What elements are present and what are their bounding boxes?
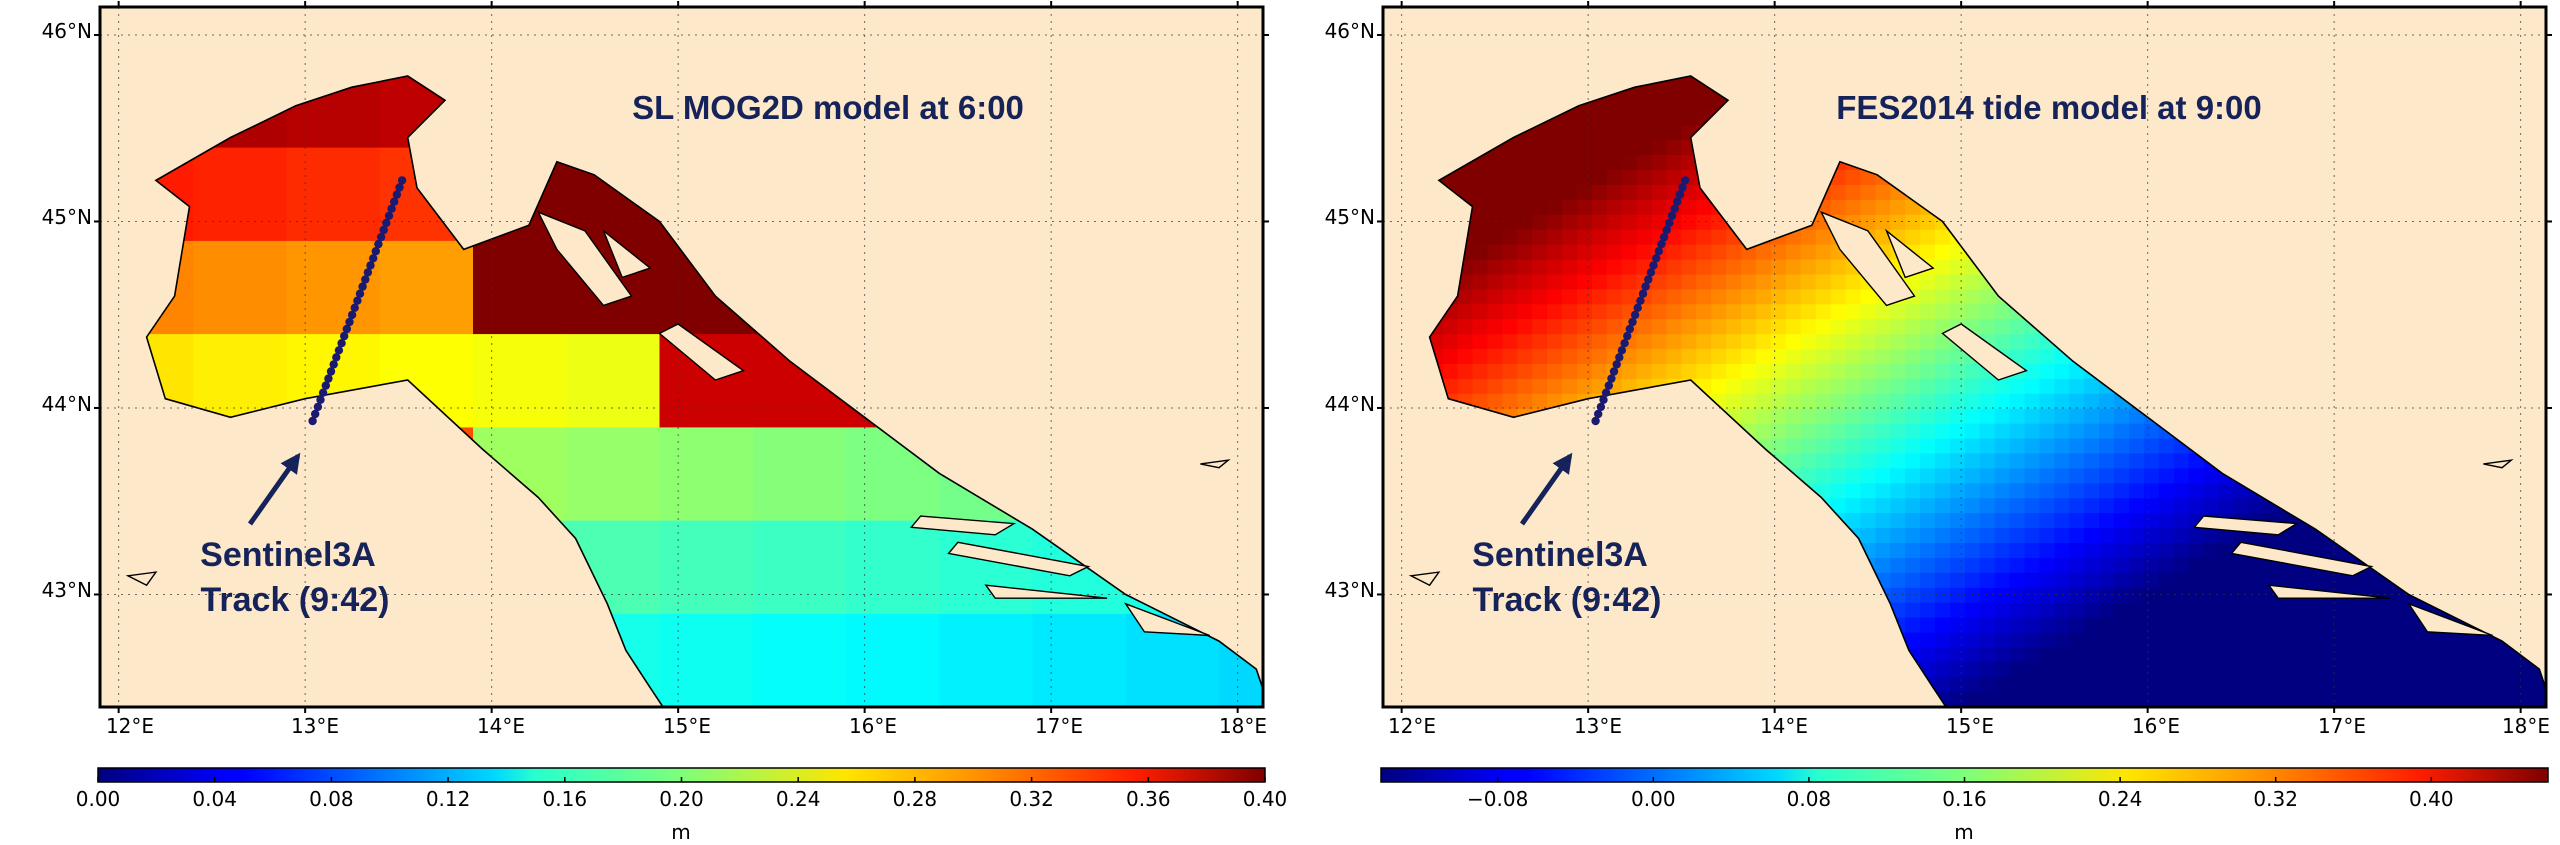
- track-annotation-line1: Sentinel3A: [1472, 536, 1648, 574]
- islands: [125, 210, 1231, 637]
- lon-tick-label: 13°E: [291, 714, 339, 738]
- lon-tick-label: 13°E: [1574, 714, 1622, 738]
- satellite-track: [308, 176, 407, 426]
- track-arrow: [1519, 452, 1573, 526]
- colorbar-tick-label: 0.36: [1126, 787, 1171, 811]
- track-annotation-line2: Track (9:42): [1473, 581, 1662, 619]
- panel-title: SL MOG2D model at 6:00: [632, 89, 1024, 126]
- colorbar-tick-label: 0.16: [1942, 787, 1987, 811]
- lon-tick-label: 17°E: [1035, 714, 1083, 738]
- land-mask: [1383, 7, 2546, 707]
- track-arrow: [247, 452, 301, 526]
- map-border-ticks: [1377, 1, 2552, 713]
- colorbar-tick-label: 0.40: [2409, 787, 2454, 811]
- colorbar-tick-label: 0.16: [543, 787, 588, 811]
- colorbar-tick-label: 0.24: [2098, 787, 2143, 811]
- coastline: [1428, 75, 2546, 707]
- satellite-track: [1591, 176, 1690, 426]
- colorbar: 0.00 0.04 0.08 0.12 0.16 0.20 0.24 0.28 0.32 0.36…: [76, 767, 1288, 844]
- land-mask: [0, 0, 1424, 845]
- map-frame: [98, 5, 1265, 709]
- lon-tick-label: 15°E: [663, 714, 711, 738]
- coastline: [145, 75, 1263, 707]
- lat-tick-label: 46°N: [42, 19, 92, 43]
- lat-tick-label: 45°N: [42, 205, 92, 229]
- map-frame: [1381, 5, 2548, 709]
- map-border-ticks: [94, 1, 1269, 713]
- lat-tick-label: 44°N: [42, 392, 92, 416]
- map-area: [0, 0, 1424, 845]
- lon-tick-label: 15°E: [1946, 714, 1994, 738]
- lon-tick-label: 14°E: [1760, 714, 1808, 738]
- lon-tick-label: 16°E: [849, 714, 897, 738]
- lon-tick-label: 17°E: [2318, 714, 2366, 738]
- lon-tick-label: 16°E: [2132, 714, 2180, 738]
- colorbar-ticks: 0.00 0.04 0.08 0.12 0.16 0.20 0.24 0.28 0.32 0.36…: [76, 777, 1288, 811]
- lat-tick-label: 46°N: [1325, 19, 1375, 43]
- colorbar: −0.08 0.00 0.08 0.16 0.24 0.32 0.40 m: [1380, 767, 2549, 844]
- lat-tick-label: 44°N: [1325, 392, 1375, 416]
- colorbar-tick-label: 0.04: [192, 787, 237, 811]
- lat-tick-label: 43°N: [42, 578, 92, 602]
- graticule: [100, 7, 1263, 707]
- lon-axis: 12°E 13°E 14°E 15°E 16°E 17°E 18°E: [1388, 714, 2550, 738]
- panel-mog2d: 46°N 45°N 44°N 43°N 12°E 13°E 14°E 15°E …: [0, 0, 1424, 845]
- colorbar-tick-label: −0.08: [1467, 787, 1528, 811]
- colorbar-tick-label: 0.32: [1009, 787, 1054, 811]
- map-area: [1377, 1, 2552, 713]
- colorbar-tick-label: 0.40: [1243, 787, 1288, 811]
- panel-title: FES2014 tide model at 9:00: [1836, 89, 2262, 126]
- lat-tick-label: 43°N: [1325, 578, 1375, 602]
- colorbar-tick-label: 0.00: [1631, 787, 1676, 811]
- colorbar-tick-label: 0.20: [659, 787, 704, 811]
- colorbar-tick-label: 0.28: [893, 787, 938, 811]
- lon-tick-label: 18°E: [1219, 714, 1267, 738]
- islands: [1408, 210, 2514, 637]
- panel-fes2014: 46°N 45°N 44°N 43°N 12°E 13°E 14°E 15°E …: [1325, 1, 2552, 844]
- colorbar-label: m: [671, 820, 690, 844]
- lat-tick-label: 45°N: [1325, 205, 1375, 229]
- lon-tick-label: 14°E: [477, 714, 525, 738]
- track-annotation-line1: Sentinel3A: [200, 536, 376, 574]
- colorbar-tick-label: 0.00: [76, 787, 121, 811]
- graticule: [1383, 7, 2546, 707]
- lon-tick-label: 18°E: [2502, 714, 2550, 738]
- lat-axis: 46°N 45°N 44°N 43°N: [1325, 19, 1375, 602]
- lon-axis: 12°E 13°E 14°E 15°E 16°E 17°E 18°E: [106, 714, 1267, 738]
- colorbar-tick-label: 0.32: [2253, 787, 2298, 811]
- lon-tick-label: 12°E: [1388, 714, 1436, 738]
- colorbar-tick-label: 0.08: [1787, 787, 1832, 811]
- lat-axis: 46°N 45°N 44°N 43°N: [42, 19, 92, 602]
- colorbar-ticks: −0.08 0.00 0.08 0.16 0.24 0.32 0.40: [1467, 777, 2454, 811]
- colorbar-tick-label: 0.12: [426, 787, 471, 811]
- colorbar-tick-label: 0.08: [309, 787, 354, 811]
- lon-tick-label: 12°E: [106, 714, 154, 738]
- colorbar-label: m: [1954, 820, 1973, 844]
- colorbar-tick-label: 0.24: [776, 787, 821, 811]
- track-annotation-line2: Track (9:42): [201, 581, 390, 619]
